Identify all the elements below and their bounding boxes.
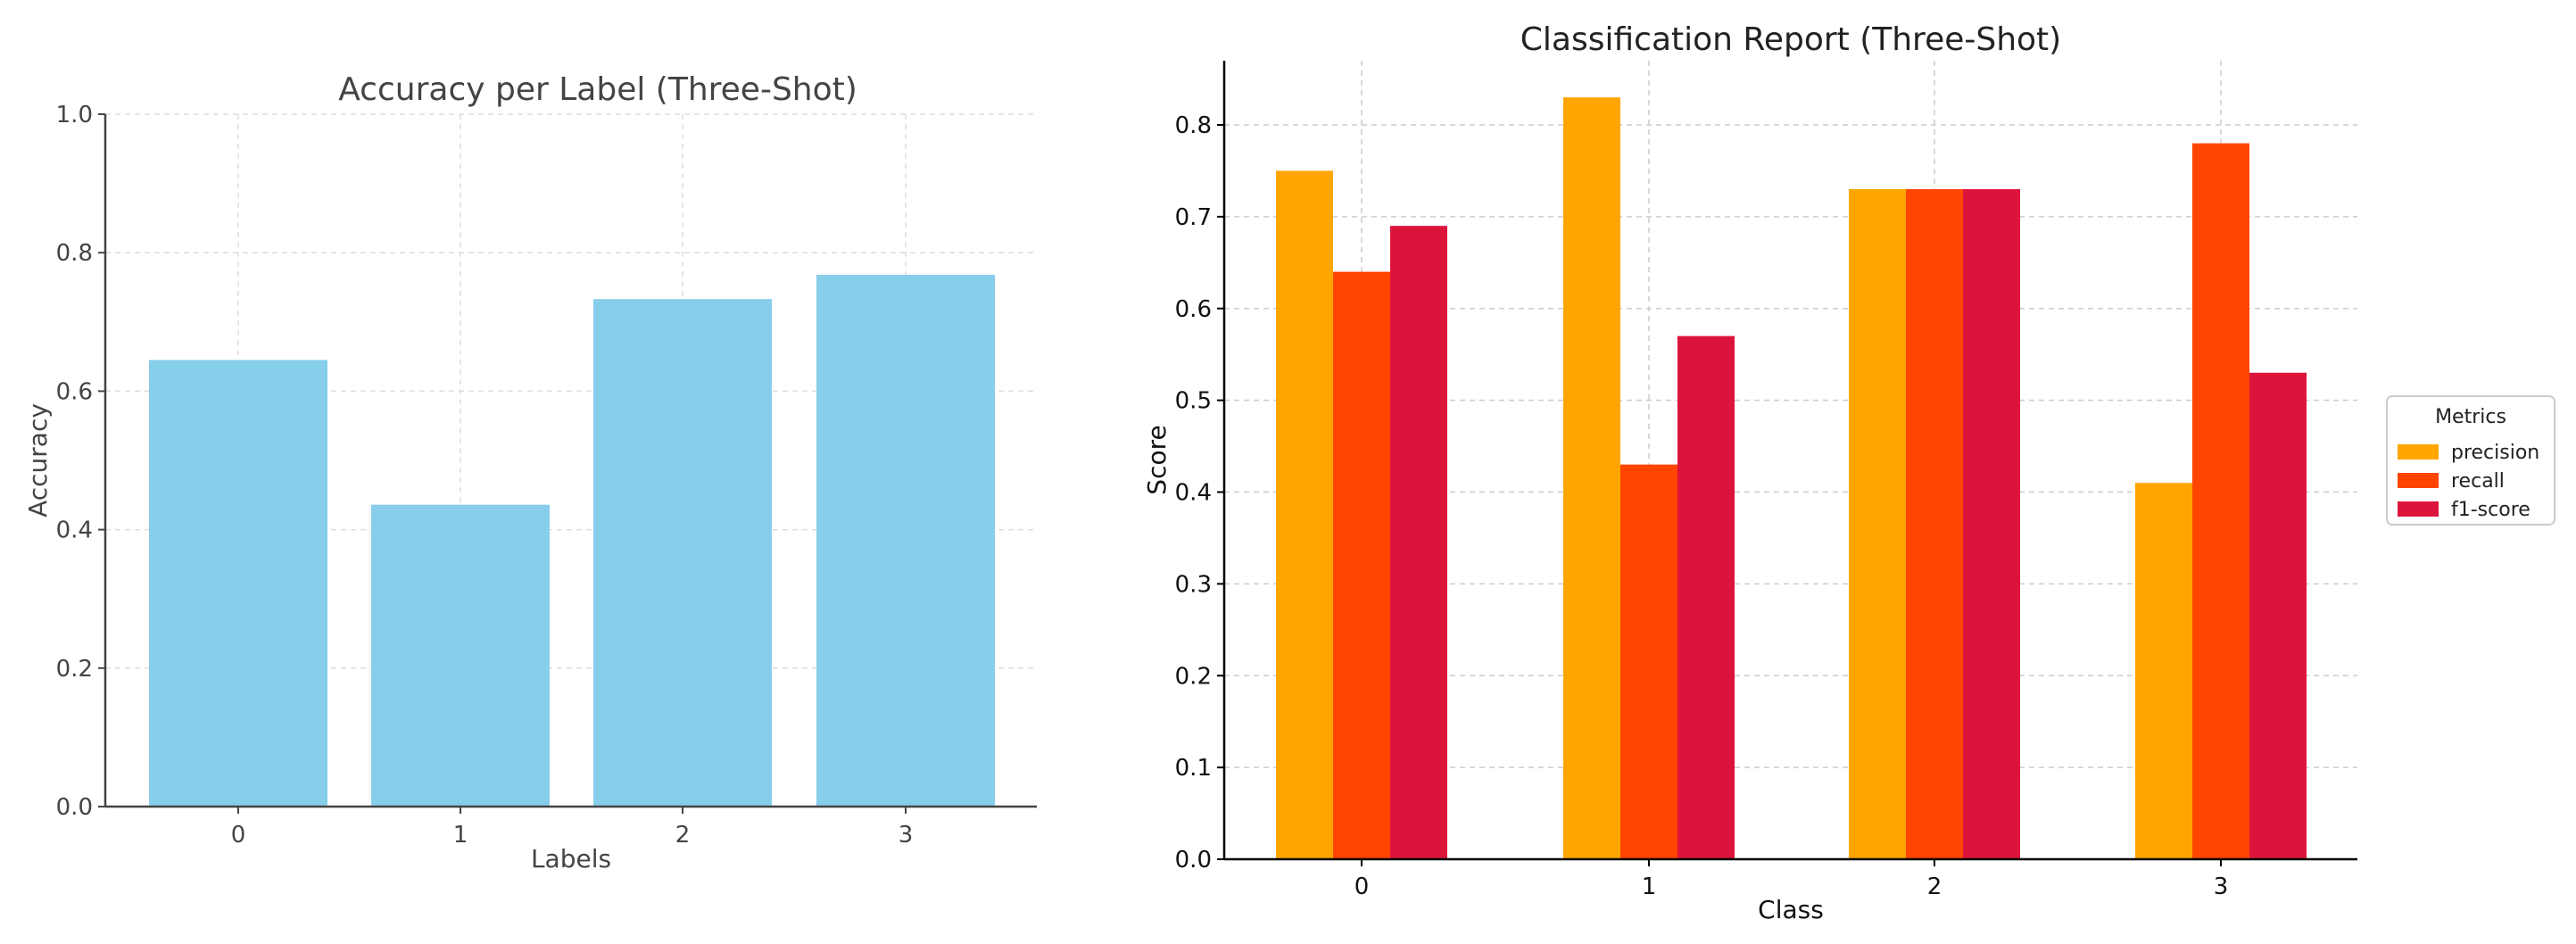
- legend-label-precision: precision: [2451, 442, 2539, 464]
- accuracy-axes: [104, 114, 1037, 808]
- accuracy-y-tick-label: 1.0: [56, 102, 93, 128]
- bar-precision-0: [1276, 170, 1333, 860]
- classification-y-tick-label: 0.6: [1175, 296, 1212, 323]
- classification-x-ticks: 0 1 2 3: [1354, 859, 2229, 900]
- accuracy-bars: [149, 275, 995, 807]
- bar-precision-1: [1563, 97, 1620, 860]
- accuracy-x-tick-label: 1: [453, 822, 468, 849]
- legend-swatch-f1-score: [2398, 501, 2439, 517]
- classification-x-tick-label: 1: [1642, 874, 1657, 900]
- accuracy-y-label: Accuracy: [23, 403, 53, 518]
- classification-y-tick-label: 0.7: [1175, 204, 1212, 231]
- accuracy-y-tick-label: 0.0: [56, 794, 93, 821]
- classification-y-tick-label: 0.3: [1175, 571, 1212, 598]
- accuracy-chart-title: Accuracy per Label (Three-Shot): [338, 71, 857, 108]
- classification-y-tick-label: 0.5: [1175, 388, 1212, 415]
- bar-f1-score-0: [1390, 226, 1447, 859]
- classification-y-tick-label: 0.4: [1175, 480, 1212, 507]
- legend-frame: [2386, 395, 2555, 526]
- classification-y-ticks: 0.0 0.1 0.2 0.3 0.4 0.5 0.6 0.7 0.8: [1175, 112, 1224, 874]
- classification-y-label: Score: [1142, 425, 1172, 494]
- bar-f1-score-2: [1963, 189, 2020, 859]
- accuracy-bar-2: [593, 299, 772, 807]
- legend-label-recall: recall: [2451, 470, 2505, 493]
- accuracy-bar-0: [149, 360, 327, 807]
- classification-chart-title: Classification Report (Three-Shot): [1520, 21, 2061, 58]
- classification-x-tick-label: 2: [1927, 874, 1942, 900]
- accuracy-x-tick-label: 3: [899, 822, 914, 849]
- legend-swatch-recall: [2398, 473, 2439, 488]
- accuracy-x-tick-label: 2: [675, 822, 691, 849]
- bar-precision-3: [2135, 483, 2192, 859]
- legend-swatch-precision: [2398, 444, 2439, 460]
- classification-y-tick-label: 0.8: [1175, 112, 1212, 139]
- bar-precision-2: [1849, 189, 1906, 859]
- classification-bars: [1276, 97, 2307, 860]
- accuracy-y-tick-label: 0.6: [56, 378, 93, 405]
- accuracy-y-tick-label: 0.2: [56, 656, 93, 683]
- legend-title: Metrics: [2435, 406, 2506, 428]
- accuracy-bar-1: [371, 504, 550, 807]
- bar-recall-0: [1333, 271, 1390, 859]
- accuracy-y-tick-label: 0.8: [56, 240, 93, 267]
- accuracy-x-ticks: 0 1 2 3: [231, 807, 914, 849]
- accuracy-y-ticks: 0.0 0.2 0.4 0.6 0.8 1.0: [56, 102, 105, 821]
- bar-recall-2: [1906, 189, 1963, 859]
- classification-x-tick-label: 0: [1354, 874, 1370, 900]
- classification-chart: 0.0 0.1 0.2 0.3 0.4 0.5 0.6 0.7 0.8 0 1 2 3 Classif…: [1142, 21, 2555, 924]
- accuracy-y-tick-label: 0.4: [56, 518, 93, 544]
- classification-y-tick-label: 0.0: [1175, 847, 1212, 874]
- accuracy-x-label: Labels: [531, 844, 611, 874]
- classification-y-tick-label: 0.2: [1175, 663, 1212, 690]
- classification-x-tick-label: 3: [2214, 874, 2229, 900]
- classification-y-tick-label: 0.1: [1175, 755, 1212, 782]
- bar-recall-1: [1620, 464, 1677, 859]
- classification-x-label: Class: [1758, 895, 1824, 924]
- legend-label-f1-score: f1-score: [2451, 499, 2530, 521]
- legend-items: precision recall f1-score: [2398, 442, 2539, 521]
- accuracy-chart: 0.0 0.2 0.4 0.6 0.8 1.0 0 1 2 3 Accuracy per Lab…: [23, 71, 1037, 874]
- accuracy-x-tick-label: 0: [231, 822, 246, 849]
- bar-recall-3: [2192, 143, 2249, 860]
- classification-axes: [1222, 61, 2357, 861]
- bar-f1-score-1: [1677, 335, 1735, 859]
- bar-f1-score-3: [2249, 372, 2307, 859]
- metrics-legend: Metrics precision recall f1-score: [2386, 395, 2555, 526]
- accuracy-bar-3: [816, 275, 995, 807]
